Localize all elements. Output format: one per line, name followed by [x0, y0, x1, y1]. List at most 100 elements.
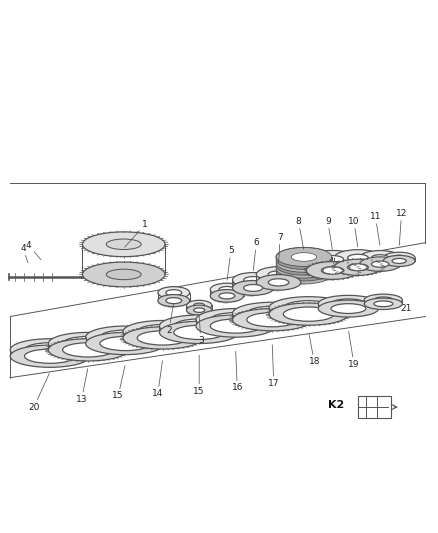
Text: 6: 6: [253, 238, 259, 271]
Ellipse shape: [392, 259, 406, 263]
Ellipse shape: [25, 349, 75, 364]
Ellipse shape: [159, 315, 239, 337]
Ellipse shape: [233, 272, 274, 287]
Ellipse shape: [106, 269, 141, 280]
Ellipse shape: [276, 247, 332, 266]
Ellipse shape: [166, 297, 182, 304]
Ellipse shape: [268, 271, 289, 278]
Ellipse shape: [166, 289, 182, 296]
Ellipse shape: [233, 280, 274, 295]
Ellipse shape: [82, 232, 165, 257]
Ellipse shape: [233, 309, 312, 331]
Text: K2: K2: [328, 400, 345, 410]
Ellipse shape: [86, 333, 165, 354]
Ellipse shape: [86, 326, 165, 348]
Ellipse shape: [123, 327, 202, 349]
Ellipse shape: [158, 295, 190, 306]
Ellipse shape: [244, 285, 263, 292]
Ellipse shape: [25, 343, 75, 357]
Ellipse shape: [291, 253, 317, 261]
Text: 4: 4: [20, 244, 28, 263]
Ellipse shape: [383, 252, 415, 263]
Ellipse shape: [276, 251, 332, 269]
Text: 15: 15: [113, 366, 125, 400]
Text: 5: 5: [227, 246, 234, 280]
Ellipse shape: [63, 336, 113, 351]
Ellipse shape: [194, 308, 205, 312]
Text: 11: 11: [370, 212, 381, 245]
Ellipse shape: [364, 294, 403, 305]
Ellipse shape: [196, 309, 276, 331]
Ellipse shape: [247, 312, 297, 327]
Ellipse shape: [187, 305, 212, 315]
Ellipse shape: [174, 325, 225, 340]
Ellipse shape: [291, 259, 317, 267]
Ellipse shape: [10, 339, 90, 361]
FancyBboxPatch shape: [358, 396, 391, 418]
Ellipse shape: [269, 297, 348, 319]
Ellipse shape: [318, 295, 378, 312]
Ellipse shape: [137, 325, 188, 338]
Ellipse shape: [374, 301, 393, 306]
Text: 2: 2: [166, 304, 173, 335]
Text: 1: 1: [125, 220, 148, 247]
Ellipse shape: [360, 251, 401, 265]
Ellipse shape: [48, 339, 128, 361]
Ellipse shape: [233, 302, 312, 325]
Text: 13: 13: [76, 369, 88, 403]
Ellipse shape: [63, 343, 113, 357]
Ellipse shape: [276, 253, 332, 272]
Ellipse shape: [276, 259, 332, 278]
Ellipse shape: [137, 331, 188, 345]
Ellipse shape: [219, 287, 235, 293]
Ellipse shape: [158, 287, 190, 298]
Ellipse shape: [100, 330, 151, 344]
Ellipse shape: [244, 277, 263, 284]
Ellipse shape: [306, 262, 359, 279]
Text: 19: 19: [348, 332, 360, 369]
Ellipse shape: [210, 289, 244, 302]
Ellipse shape: [291, 270, 317, 279]
Ellipse shape: [364, 298, 403, 310]
Text: 21: 21: [385, 304, 411, 313]
Ellipse shape: [383, 255, 415, 266]
Ellipse shape: [10, 345, 90, 367]
Text: 10: 10: [348, 217, 360, 247]
Ellipse shape: [194, 303, 205, 308]
Ellipse shape: [276, 262, 332, 281]
Text: 18: 18: [308, 334, 320, 366]
Ellipse shape: [276, 256, 332, 275]
Text: 9: 9: [325, 217, 332, 249]
Ellipse shape: [321, 256, 344, 263]
Ellipse shape: [268, 279, 289, 286]
Ellipse shape: [210, 312, 261, 327]
Text: 16: 16: [232, 351, 243, 392]
Ellipse shape: [334, 259, 382, 276]
Ellipse shape: [256, 274, 301, 290]
Ellipse shape: [334, 249, 382, 266]
Ellipse shape: [256, 266, 301, 282]
Ellipse shape: [321, 266, 344, 274]
Ellipse shape: [269, 303, 348, 325]
Ellipse shape: [318, 300, 378, 317]
Ellipse shape: [371, 261, 389, 267]
Ellipse shape: [247, 306, 297, 320]
Text: 4: 4: [26, 240, 41, 260]
Ellipse shape: [210, 319, 261, 333]
Text: 15: 15: [194, 355, 205, 395]
Ellipse shape: [374, 297, 393, 303]
Ellipse shape: [306, 251, 359, 268]
Ellipse shape: [210, 283, 244, 296]
Ellipse shape: [276, 247, 332, 266]
Ellipse shape: [174, 319, 225, 333]
Ellipse shape: [82, 262, 165, 287]
Ellipse shape: [331, 304, 366, 313]
Text: 7: 7: [277, 232, 283, 263]
Ellipse shape: [291, 261, 317, 270]
Ellipse shape: [371, 255, 389, 261]
Ellipse shape: [276, 265, 332, 284]
Ellipse shape: [196, 315, 276, 337]
Ellipse shape: [159, 321, 239, 343]
Ellipse shape: [360, 257, 401, 271]
Ellipse shape: [291, 264, 317, 273]
